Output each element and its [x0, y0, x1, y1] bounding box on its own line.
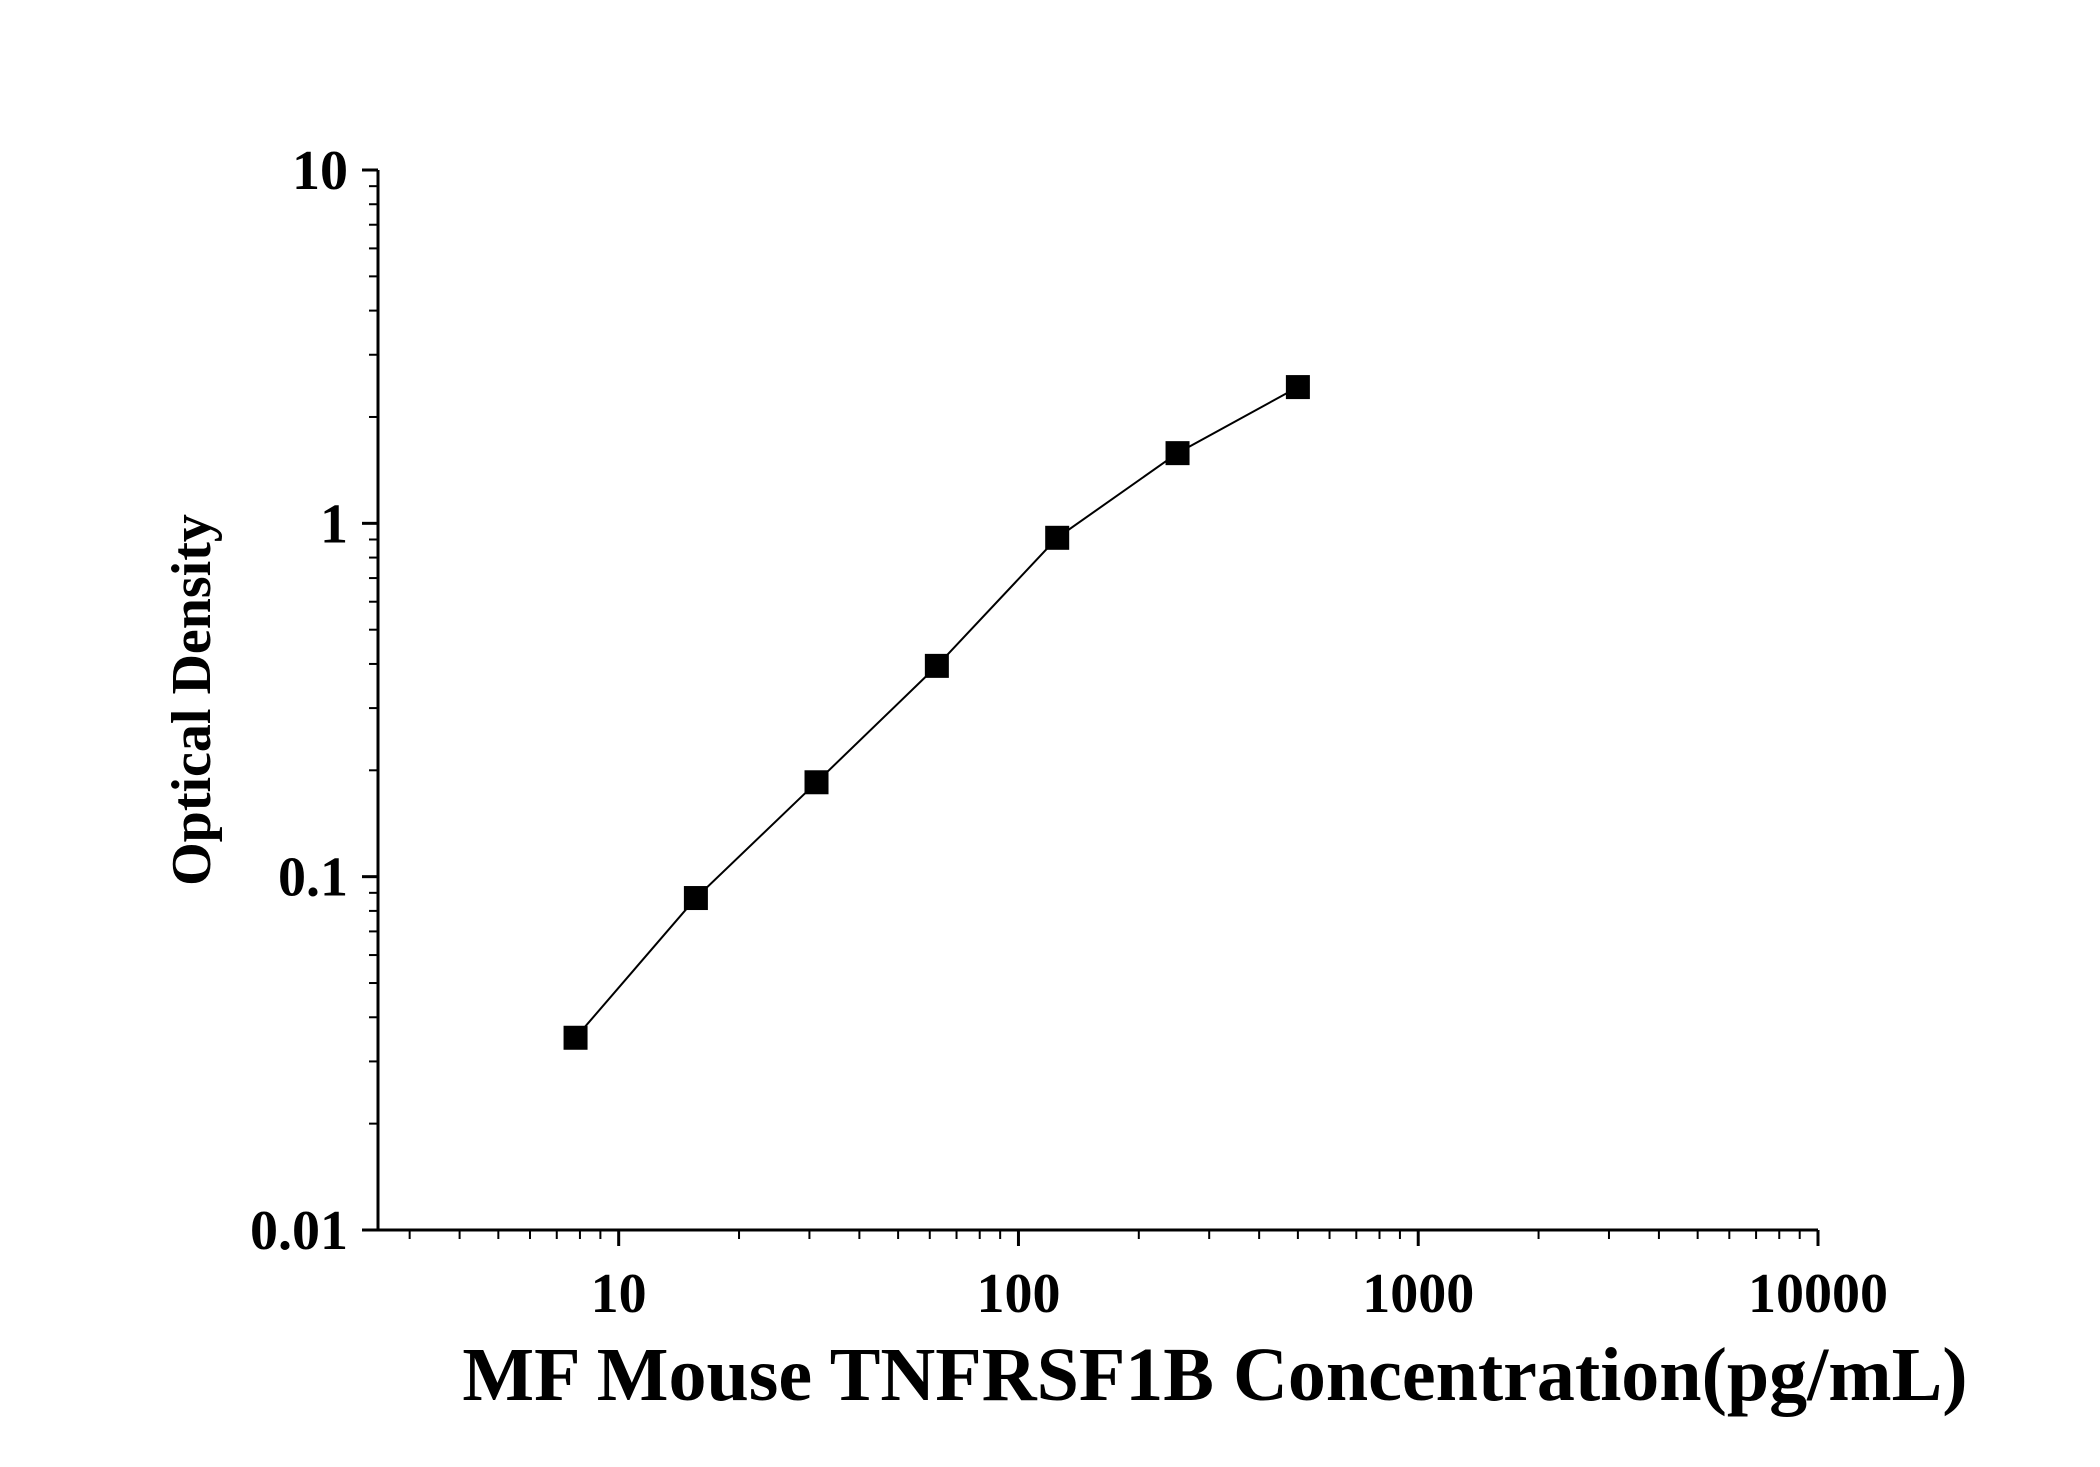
- data-point: [563, 1025, 588, 1050]
- ticks: [362, 168, 1820, 1246]
- tick-labels: 10 100 1000 10000 0.01 0.1 1 10: [250, 140, 1888, 1325]
- data-point: [804, 770, 829, 795]
- y-tick-label: 1: [320, 493, 348, 555]
- y-tick-label: 0.01: [250, 1200, 348, 1262]
- data-point: [1285, 375, 1310, 400]
- data-point: [1045, 525, 1070, 550]
- data-point: [683, 886, 708, 911]
- data-point: [1165, 441, 1190, 466]
- x-tick-label: 10: [591, 1263, 647, 1325]
- x-tick-label: 1000: [1362, 1263, 1474, 1325]
- series-line: [574, 386, 1299, 1039]
- data-point: [924, 653, 949, 678]
- y-tick-label: 0.1: [278, 847, 348, 909]
- x-tick-label: 10000: [1748, 1263, 1888, 1325]
- data-series: [563, 375, 1310, 1050]
- x-tick-label: 100: [976, 1263, 1060, 1325]
- y-tick-label: 10: [292, 140, 348, 202]
- y-axis-title: Optical Density: [161, 514, 223, 886]
- axes: [376, 170, 1818, 1232]
- x-axis-title: MF Mouse TNFRSF1B Concentration(pg/mL): [462, 1333, 1967, 1417]
